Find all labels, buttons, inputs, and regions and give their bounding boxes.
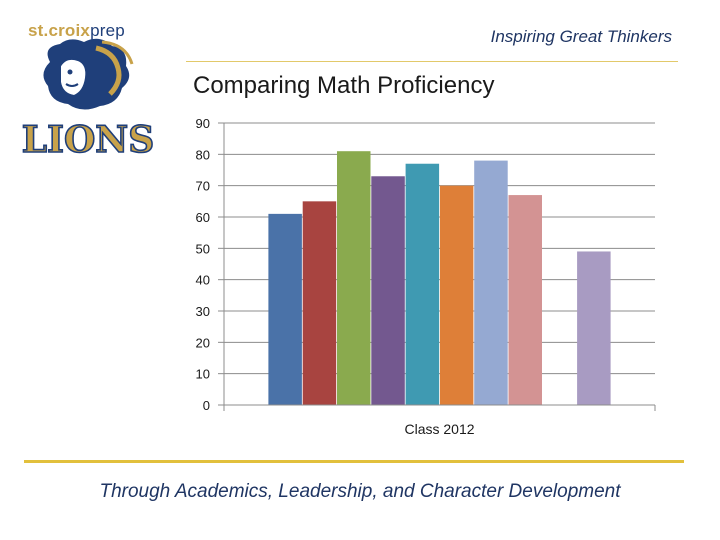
- chart-title: Comparing Math Proficiency: [193, 72, 495, 99]
- bar: [268, 213, 302, 405]
- y-tick-label: 90: [196, 116, 210, 131]
- y-tick-label: 10: [196, 367, 210, 382]
- axes: [223, 123, 656, 411]
- bar: [577, 251, 611, 405]
- tagline: Inspiring Great Thinkers: [490, 27, 672, 46]
- x-category-label: Class 2012: [404, 421, 474, 437]
- footer-divider: [24, 460, 684, 463]
- header-divider: [186, 61, 678, 62]
- y-tick-label: 0: [203, 398, 210, 413]
- lion-logo: LIONS: [22, 38, 155, 162]
- bars: [268, 151, 611, 405]
- footer-slogan: Through Academics, Leadership, and Chara…: [99, 481, 621, 502]
- bar: [474, 160, 508, 405]
- y-tick-label: 40: [196, 273, 210, 288]
- bar: [302, 201, 337, 405]
- y-tick-label: 20: [196, 335, 210, 350]
- y-tick-label: 30: [196, 304, 210, 319]
- bar: [405, 163, 440, 405]
- brand-part2: prep: [90, 21, 125, 40]
- y-tick-label: 80: [196, 147, 210, 162]
- y-tick-label: 50: [196, 241, 210, 256]
- bar: [337, 151, 371, 405]
- y-axis-ticks: 0 10 20 30 40 50 60 70 80 90: [196, 116, 224, 413]
- y-tick-label: 70: [196, 179, 210, 194]
- brand-wordmark: st.croixprep: [28, 21, 125, 41]
- bar: [508, 195, 542, 405]
- bar: [371, 176, 405, 405]
- brand-part1: st.croix: [28, 21, 91, 40]
- bar: [439, 185, 474, 405]
- lions-logo-text: LIONS: [22, 119, 154, 161]
- y-tick-label: 60: [196, 210, 210, 225]
